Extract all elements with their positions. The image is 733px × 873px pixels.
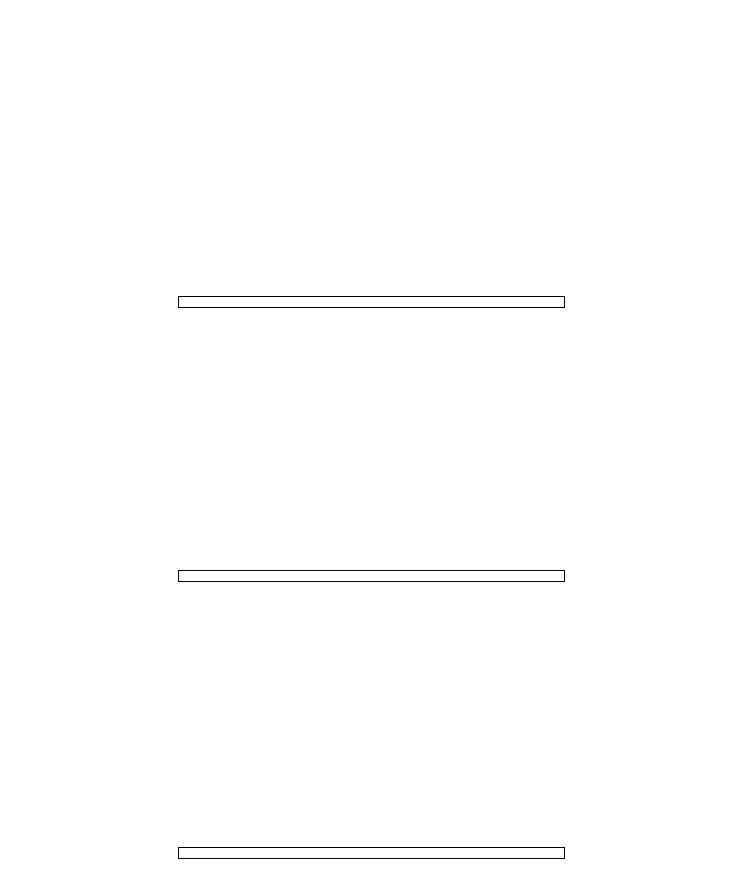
- minmax-line: [178, 284, 565, 296]
- colorbar-labels-diff: [178, 860, 565, 873]
- plot-area-diff: [178, 655, 564, 808]
- plot-area-obs: [178, 375, 564, 532]
- minmax-line: [178, 558, 565, 570]
- colorbar-diff: [178, 847, 565, 859]
- plot-area-model: [178, 100, 564, 258]
- colorbar-labels-obs: [178, 583, 565, 597]
- colorbar-model: [178, 296, 565, 308]
- colorbar-labels-model: [178, 309, 565, 323]
- colorbar-obs: [178, 570, 565, 582]
- minmax-line: [178, 834, 565, 846]
